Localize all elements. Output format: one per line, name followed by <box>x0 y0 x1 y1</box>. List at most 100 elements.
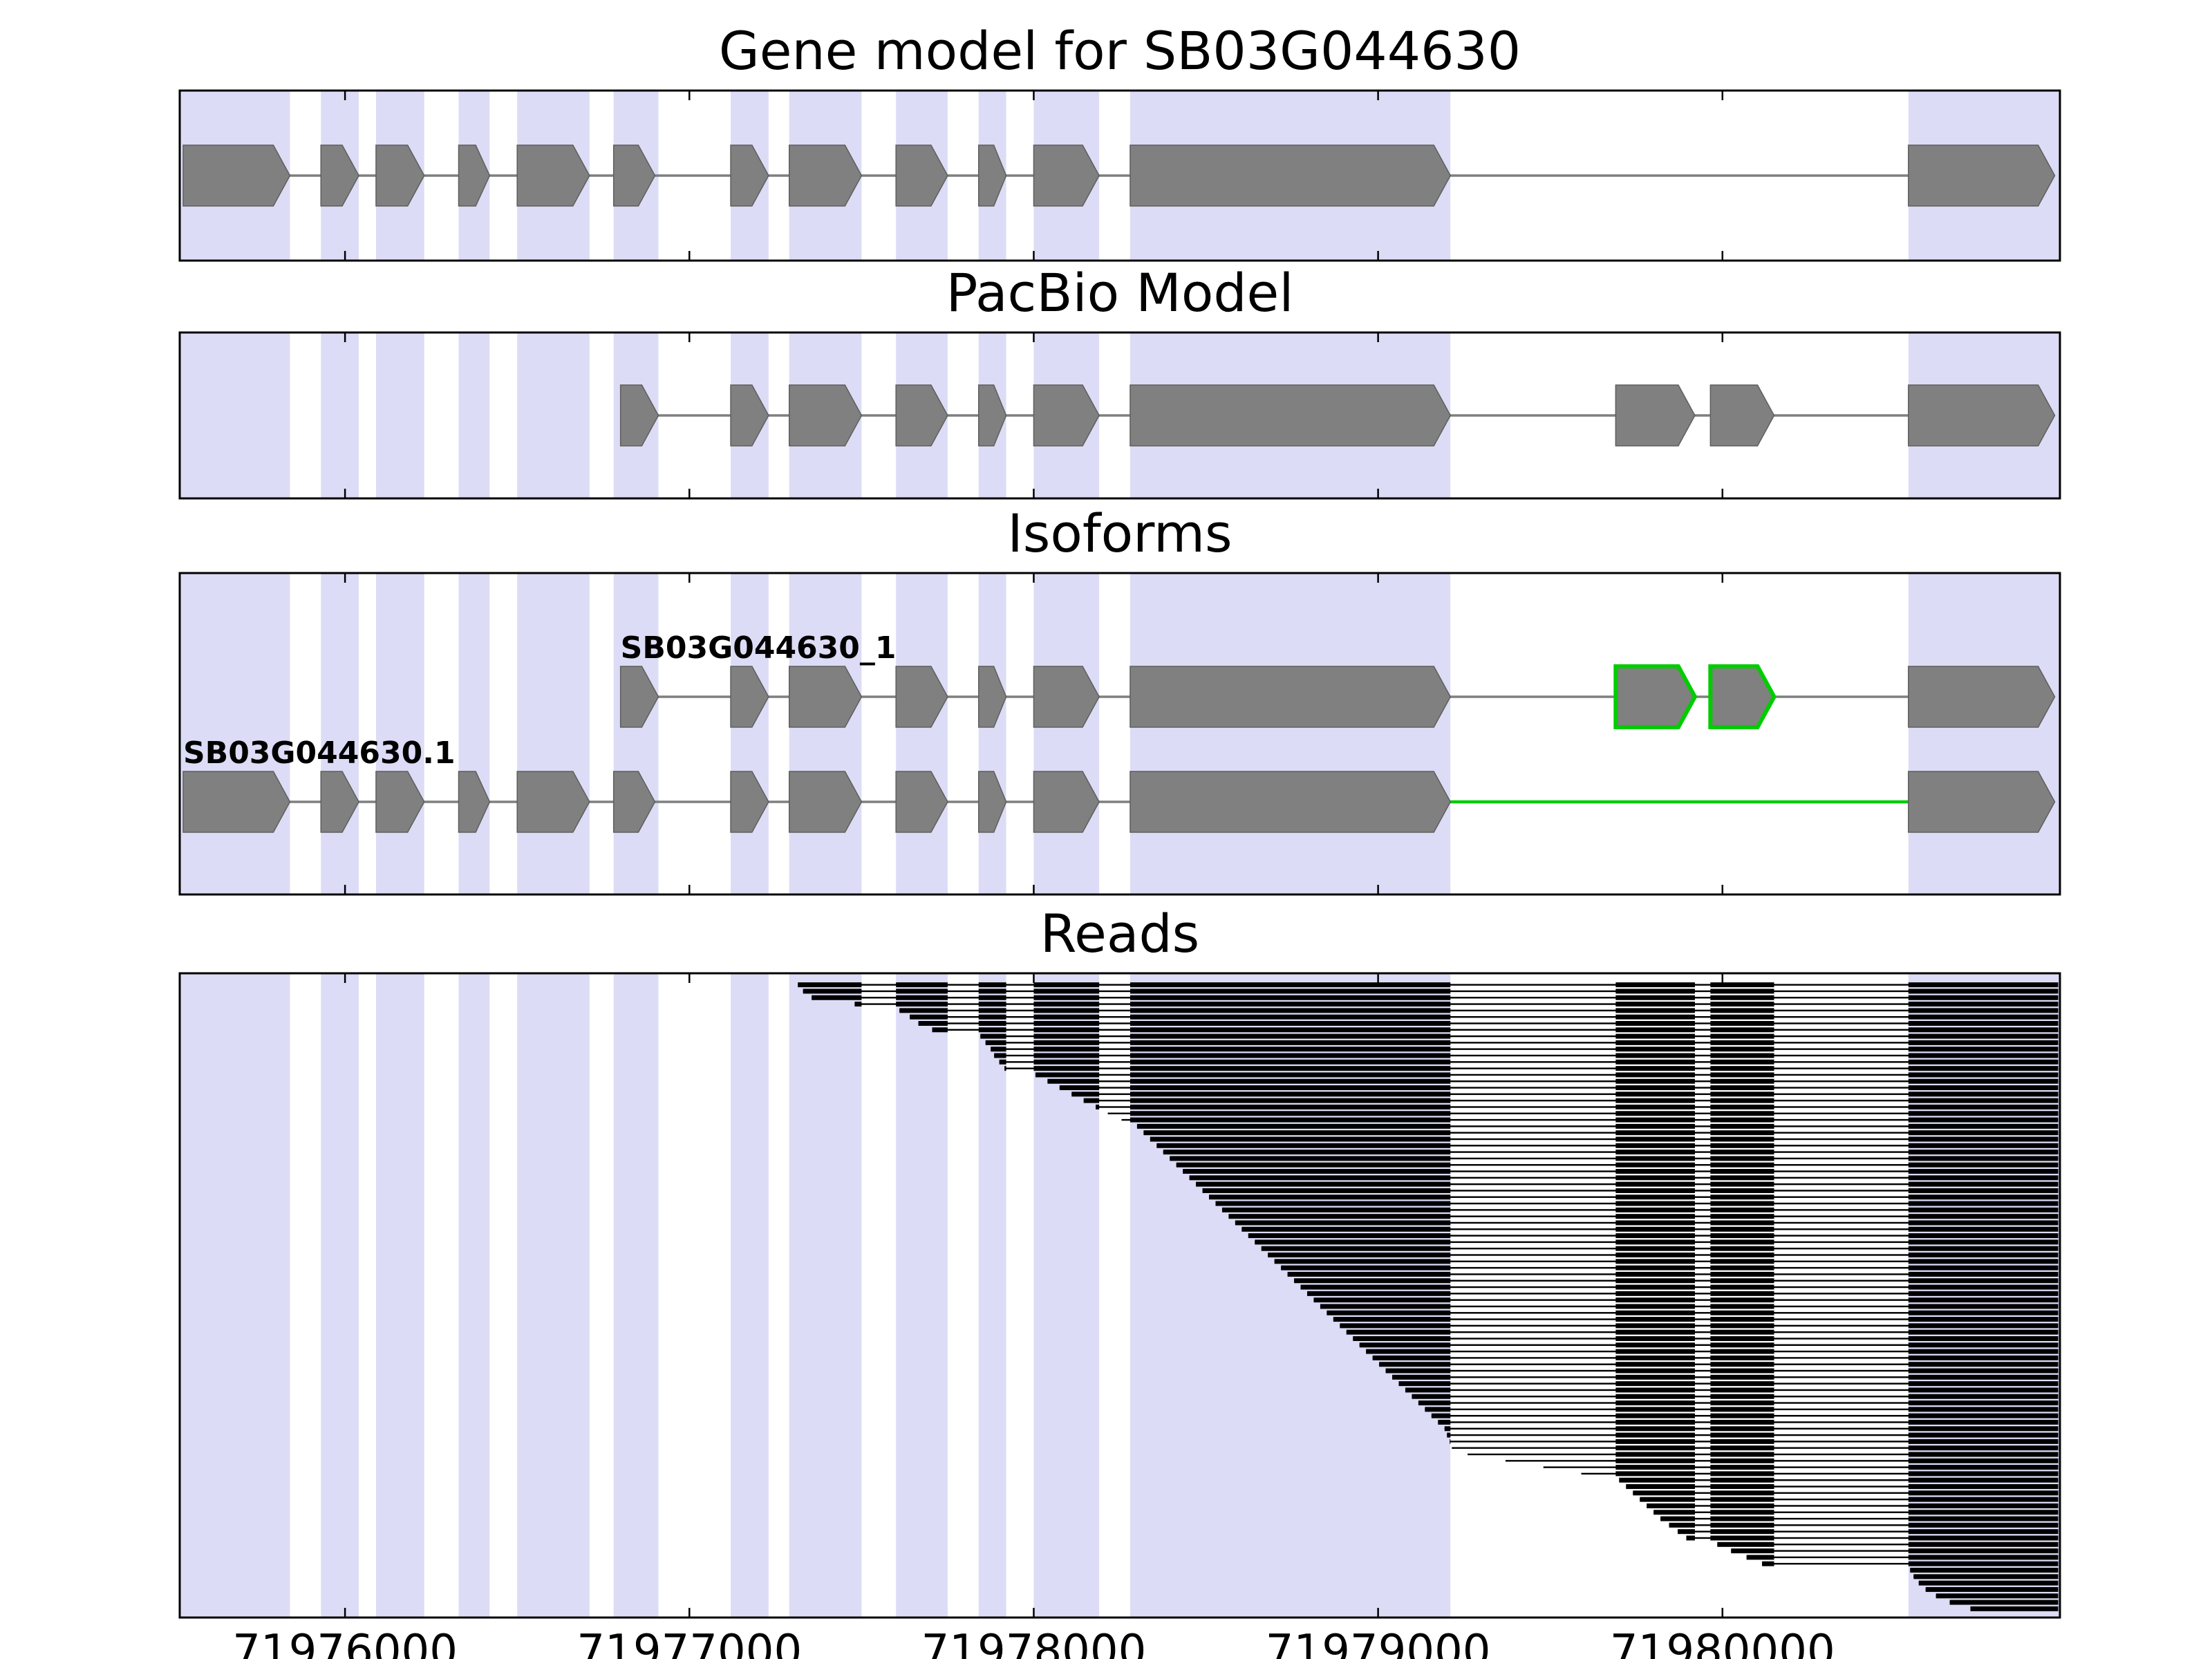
read-line <box>1647 1505 2059 1507</box>
read-exon-block <box>1235 1220 1451 1226</box>
read-exon-block <box>1908 1169 2059 1174</box>
read-exon-block <box>1615 1098 1695 1103</box>
exon-background-stripe <box>613 973 659 1618</box>
read-exon-block <box>1908 1226 2059 1232</box>
read-exon-block <box>1908 1188 2059 1193</box>
read-exon-block <box>1130 995 1451 1000</box>
read-exon-block <box>1746 1555 1774 1560</box>
read-exon-block <box>1908 1271 2059 1277</box>
read-exon-block <box>1710 1304 1774 1309</box>
exon-background-stripe <box>375 332 424 498</box>
read-exon-block <box>1130 1104 1451 1109</box>
read-exon-block <box>1398 1381 1451 1387</box>
read-line <box>1340 1324 2059 1327</box>
read-line <box>854 1003 2059 1005</box>
read-exon-block <box>1908 1484 2059 1490</box>
read-line <box>1004 1067 2059 1069</box>
read-line <box>1163 1151 2059 1153</box>
read-exon-block <box>1908 1490 2059 1496</box>
read-exon-block <box>1412 1394 1451 1399</box>
exon <box>1130 666 1452 728</box>
read-exon-block <box>1615 1040 1695 1045</box>
read-exon-block <box>1640 1497 1695 1502</box>
read-exon-block <box>1615 1349 1695 1354</box>
read-exon-block <box>1033 982 1100 988</box>
read-exon-block <box>1908 1027 2059 1033</box>
exon-background-stripe <box>517 973 590 1618</box>
read-exon-block <box>1633 1490 1695 1496</box>
read-exon-block <box>1710 1188 1774 1193</box>
read-line <box>1633 1492 2059 1494</box>
read-exon-block <box>999 1059 1006 1065</box>
read-exon-block <box>1447 1432 1451 1438</box>
read-exon-block <box>1710 1374 1774 1380</box>
exon <box>978 666 1007 728</box>
read-exon-block <box>1156 1143 1451 1148</box>
exon <box>458 144 491 207</box>
read-exon-block <box>1248 1233 1451 1239</box>
read-exon-block <box>1033 1027 1100 1033</box>
exon-background-stripe <box>180 573 290 894</box>
read-exon-block <box>1908 1239 2059 1245</box>
read-exon-block <box>1615 1181 1695 1187</box>
read-exon-block <box>1908 1329 2059 1335</box>
read-exon-block <box>1615 1329 1695 1335</box>
read-exon-block <box>896 995 948 1000</box>
read-exon-block <box>1660 1516 1695 1521</box>
read-line <box>1047 1080 2059 1082</box>
read-exon-block <box>1405 1387 1451 1393</box>
read-line <box>1717 1544 2059 1546</box>
read-exon-block <box>1908 1394 2059 1399</box>
read-exon-block <box>1150 1136 1451 1142</box>
read-exon-block <box>1908 1432 2059 1438</box>
exon-background-stripe <box>375 573 424 894</box>
read-exon-block <box>1908 1033 2059 1039</box>
read-line <box>910 1015 2059 1018</box>
read-exon-block <box>1615 1335 1695 1341</box>
read-exon-block <box>1908 1175 2059 1181</box>
read-exon-block <box>985 1040 1006 1045</box>
read-exon-block <box>1908 1233 2059 1239</box>
read-exon-block <box>1908 1471 2059 1477</box>
read-exon-block <box>1908 1014 2059 1020</box>
read-exon-block <box>1710 1053 1774 1058</box>
exon-background-stripe <box>517 332 590 498</box>
read-exon-block <box>1710 1233 1774 1239</box>
read-exon-block <box>1615 1253 1695 1258</box>
exon <box>730 666 769 728</box>
read-exon-block <box>1615 1047 1695 1052</box>
x-tick-label-71978000: 71978000 <box>921 1626 1147 1659</box>
read-exon-block <box>1287 1271 1451 1277</box>
read-exon-block <box>978 1020 1006 1026</box>
read-exon-block <box>1615 1278 1695 1284</box>
exon <box>1908 771 2056 833</box>
read-exon-block <box>1710 1085 1774 1091</box>
read-exon-block <box>1710 1317 1774 1322</box>
read-exon-block <box>1615 1059 1695 1065</box>
exon <box>978 144 1007 207</box>
read-exon-block <box>1678 1529 1695 1535</box>
read-exon-block <box>1619 1477 1695 1483</box>
read-exon-block <box>1710 1465 1774 1470</box>
read-exon-block <box>1710 1059 1774 1065</box>
read-exon-block <box>1615 1284 1695 1290</box>
read-exon-block <box>1366 1349 1451 1354</box>
read-exon-block <box>1615 1387 1695 1393</box>
read-exon-block <box>1004 1066 1006 1071</box>
read-exon-block <box>1710 1516 1774 1521</box>
read-line <box>985 1042 2059 1044</box>
read-exon-block <box>1327 1310 1451 1315</box>
read-exon-block <box>1710 995 1774 1000</box>
read-exon-block <box>1908 1297 2059 1303</box>
read-line <box>1333 1318 2059 1320</box>
exon-background-stripe <box>1033 573 1100 894</box>
exon <box>1130 384 1452 447</box>
read-exon-block <box>1710 1220 1774 1226</box>
read-exon-block <box>1908 1020 2059 1026</box>
read-exon-block <box>1130 1059 1451 1065</box>
read-exon-block <box>1908 1516 2059 1521</box>
read-exon-block <box>1908 1047 2059 1052</box>
read-exon-block <box>1908 1529 2059 1535</box>
panel-title-reads: Reads <box>1040 903 1200 964</box>
read-exon-block <box>1908 1413 2059 1418</box>
